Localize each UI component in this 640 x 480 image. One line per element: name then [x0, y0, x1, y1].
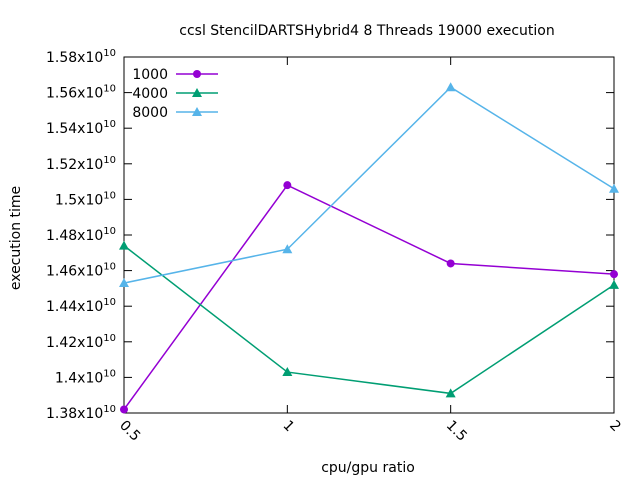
data-point — [119, 240, 129, 250]
legend-label: 4000 — [132, 86, 168, 102]
y-tick-label: 1.52x1010 — [46, 155, 116, 173]
y-axis-title: execution time — [8, 186, 24, 290]
y-tick-label: 1.58x1010 — [46, 48, 116, 66]
data-point — [283, 181, 292, 190]
x-tick-label: 1.5 — [443, 418, 470, 445]
chart-title: ccsl StencilDARTSHybrid4 8 Threads 19000… — [179, 23, 554, 39]
data-point — [119, 278, 129, 288]
x-tick-label: 1 — [280, 418, 298, 436]
y-tick-label: 1.38x1010 — [46, 404, 116, 422]
legend-label: 1000 — [132, 67, 168, 83]
data-point — [445, 388, 456, 398]
series-4000 — [119, 240, 619, 398]
data-point — [282, 367, 293, 377]
data-point — [282, 244, 293, 254]
data-point — [446, 259, 455, 268]
y-tick-label: 1.46x1010 — [46, 262, 116, 280]
y-tick-label: 1.54x1010 — [46, 119, 116, 137]
series-1000 — [120, 181, 618, 414]
series-8000 — [119, 82, 619, 288]
y-tick-label: 1.56x1010 — [46, 84, 116, 102]
y-tick-label: 1.4x1010 — [55, 368, 116, 386]
data-point — [609, 279, 619, 289]
x-tick-label: 2 — [606, 418, 624, 436]
data-point — [445, 82, 456, 92]
data-point — [193, 70, 201, 78]
data-point — [610, 270, 618, 279]
data-point — [192, 107, 202, 116]
series-layer — [119, 82, 619, 414]
y-tick-label: 1.42x1010 — [46, 333, 116, 351]
data-point — [120, 405, 128, 414]
legend-label: 8000 — [132, 105, 168, 121]
legend: 1000 4000 8000 — [132, 67, 218, 121]
data-point — [192, 88, 202, 97]
series-line — [123, 184, 615, 410]
y-tick-label: 1.48x1010 — [46, 226, 116, 244]
series-line — [123, 86, 615, 284]
y-tick-label: 1.5x1010 — [55, 190, 116, 208]
y-tick-label: 1.44x1010 — [46, 297, 116, 315]
y-axis: 1.38x1010 1.4x1010 1.42x1010 1.44x1010 1.46x… — [46, 48, 614, 422]
x-tick-label: 0.5 — [116, 418, 143, 445]
x-axis: 0.5 1 1.5 2 — [116, 57, 624, 445]
series-line — [123, 245, 615, 395]
x-axis-title: cpu/gpu ratio — [321, 460, 415, 476]
data-point — [609, 183, 619, 193]
